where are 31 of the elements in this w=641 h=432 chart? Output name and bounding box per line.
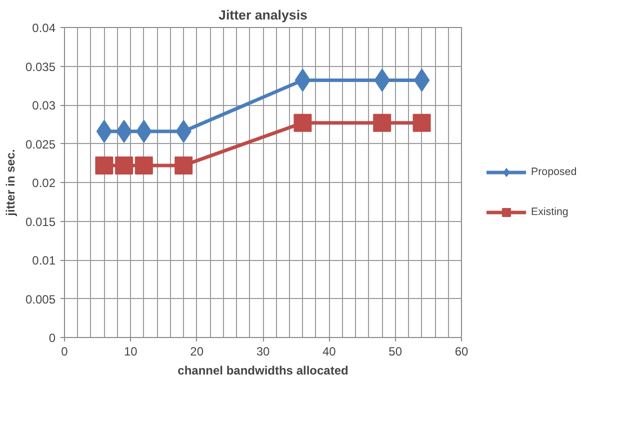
point [414, 68, 430, 92]
chart-title: Jitter analysis [218, 8, 308, 22]
point [373, 114, 392, 132]
x-tick-label: 10 [124, 344, 138, 358]
x-tick-label: 20 [190, 344, 204, 358]
x-tick-label: 30 [256, 344, 270, 358]
y-tick-label: 0.025 [25, 137, 56, 152]
legend-label: Proposed [531, 166, 577, 178]
y-tick-label: 0.005 [25, 292, 56, 306]
point [134, 156, 153, 174]
x-axis-title: channel bandwidths allocated [178, 364, 348, 378]
x-tick-label: 50 [388, 344, 402, 358]
point [294, 114, 312, 132]
legend-label: Existing [531, 206, 568, 218]
point [95, 156, 114, 174]
point [294, 68, 311, 92]
point [174, 156, 193, 174]
x-tick-label: 40 [322, 344, 336, 358]
y-tick-label: 0.015 [25, 214, 56, 229]
y-tick-label: 0 [48, 331, 56, 345]
y-tick-label: 0.035 [25, 60, 56, 74]
x-tick-label: 0 [61, 344, 68, 358]
point [115, 156, 134, 174]
y-axis-title: jitter in sec. [3, 149, 18, 217]
y-tick-label: 0.04 [32, 21, 56, 35]
y-tick-label: 0.03 [32, 98, 56, 112]
y-tick-label: 0.01 [32, 254, 56, 268]
x-tick-label: 60 [454, 344, 468, 358]
point [96, 120, 112, 143]
y-tick-label: 0.02 [32, 176, 56, 190]
point [412, 114, 431, 132]
